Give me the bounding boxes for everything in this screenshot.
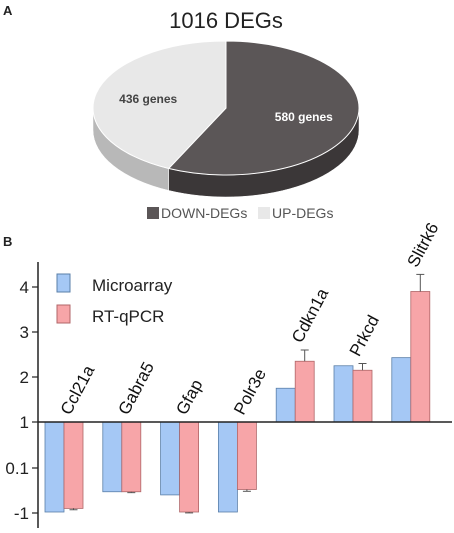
bar-microarray — [160, 421, 181, 496]
bar-rtqpcr — [352, 369, 373, 423]
x-category-label: Polr3e — [230, 366, 270, 418]
pie-slice-down — [167, 40, 360, 176]
bar-rtqpcr — [121, 421, 142, 493]
bar-rtqpcr — [410, 291, 431, 423]
legend-swatch-down — [147, 207, 159, 219]
panel-b-letter: B — [3, 234, 12, 249]
pie-chart: 580 genes 436 genes — [92, 40, 360, 198]
bar-legend: Microarray RT-qPCR — [56, 273, 173, 326]
y-tick-label: 0.1 — [5, 459, 29, 478]
bar-microarray — [44, 421, 65, 513]
legend-swatch-rtqpcr — [56, 304, 71, 324]
bar-rtqpcr — [179, 421, 200, 513]
pie-slice-label: 436 genes — [119, 92, 177, 106]
pie-title: 1016 DEGs — [169, 8, 283, 33]
bar-chart — [44, 273, 431, 514]
bar-rtqpcr — [63, 421, 84, 509]
x-category-label: Gfap — [172, 376, 206, 417]
bar-microarray — [217, 421, 238, 513]
bar-microarray — [391, 357, 412, 423]
y-tick-label: -1 — [14, 504, 29, 523]
bar-microarray — [275, 387, 296, 423]
legend-label-microarray: Microarray — [92, 276, 173, 295]
legend-label-rtqpcr: RT-qPCR — [92, 307, 164, 326]
panel-a-letter: A — [3, 3, 13, 18]
x-category-label: Gabra5 — [115, 359, 158, 418]
x-category-label: Ccl21a — [57, 362, 99, 418]
bar-microarray — [102, 421, 123, 493]
y-tick-label: 3 — [20, 323, 29, 342]
bar-axes — [37, 262, 452, 528]
x-category-label: Cdkn1a — [288, 285, 333, 346]
pie-slice-label: 580 genes — [275, 110, 333, 124]
bar-rtqpcr — [236, 421, 257, 490]
x-category-label: Slitrk6 — [404, 220, 443, 271]
legend-swatch-microarray — [56, 273, 71, 293]
bar-rtqpcr — [294, 360, 315, 423]
y-ticks: 4 3 2 1 0.1 -1 — [5, 278, 38, 523]
y-tick-label: 2 — [20, 368, 29, 387]
pie-legend: DOWN-DEGs UP-DEGs — [147, 205, 333, 221]
legend-swatch-up — [258, 207, 270, 219]
pie-slice-up — [92, 40, 227, 170]
x-category-label: Prkcd — [346, 312, 383, 359]
y-tick-label: 4 — [20, 278, 29, 297]
legend-label-up: UP-DEGs — [272, 205, 333, 221]
bar-microarray — [333, 365, 354, 423]
legend-label-down: DOWN-DEGs — [161, 205, 247, 221]
y-tick-label: 1 — [20, 413, 29, 432]
